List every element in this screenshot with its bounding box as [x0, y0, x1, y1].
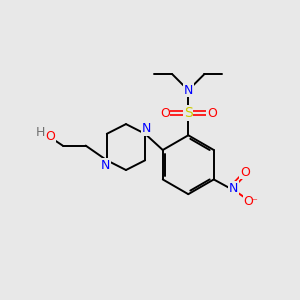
Text: N: N: [229, 182, 238, 195]
Text: O: O: [207, 107, 217, 120]
Text: N: N: [184, 84, 193, 97]
Text: N: N: [142, 122, 151, 135]
Text: O: O: [45, 130, 55, 143]
Text: O: O: [240, 166, 250, 178]
Text: O: O: [244, 195, 254, 208]
Text: ⁻: ⁻: [251, 197, 257, 207]
Text: H: H: [35, 126, 45, 140]
Text: O: O: [160, 107, 170, 120]
Text: S: S: [184, 106, 193, 120]
Text: N: N: [101, 159, 110, 172]
